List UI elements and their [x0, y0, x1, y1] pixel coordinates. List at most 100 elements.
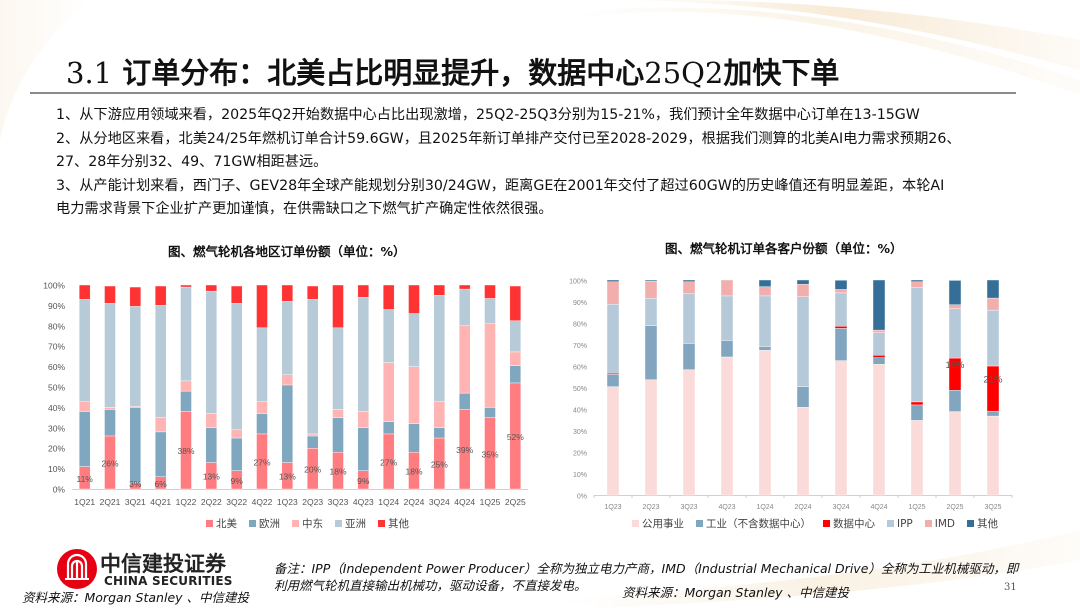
- y-tick-label: 30%: [48, 423, 65, 433]
- y-tick-label: 60%: [48, 362, 65, 372]
- x-tick-label: 1Q23: [277, 497, 298, 507]
- data-label: 6%: [155, 479, 168, 489]
- bar-segment: [509, 285, 522, 321]
- bar-stack: [104, 285, 116, 490]
- data-label: 11%: [76, 474, 93, 484]
- legend-label: 工业（不含数据中心）: [706, 518, 811, 530]
- x-tick-label: 2Q25: [946, 504, 963, 511]
- bar-segment: [606, 279, 620, 282]
- bar-segment: [986, 279, 1000, 299]
- legend-item: 其他: [967, 516, 998, 531]
- bar-segment: [682, 279, 696, 282]
- y-tick-label: 50%: [573, 386, 587, 393]
- bar-segment: [872, 329, 886, 333]
- footnote: 备注：IPP（Independent Power Producer）全称为独立电…: [274, 560, 1054, 594]
- bar-segment: [796, 386, 810, 408]
- y-tick-label: 100%: [569, 279, 587, 286]
- data-label: 18%: [329, 467, 346, 477]
- bar-stack: [78, 284, 91, 490]
- source-left: 资料来源：Morgan Stanley 、中信建投: [22, 590, 250, 605]
- bar-segment: [872, 364, 886, 496]
- bar-stack: [332, 284, 344, 490]
- bar-segment: [872, 279, 886, 331]
- y-tick-label: 0%: [577, 494, 587, 501]
- bar-stack: [720, 279, 734, 496]
- data-label: 13%: [203, 472, 220, 482]
- bar-segment: [986, 297, 1000, 311]
- legend-item: 欧洲: [249, 516, 280, 531]
- legend-item: 北美: [206, 516, 237, 531]
- bar-segment: [606, 386, 620, 496]
- bar-segment: [948, 308, 962, 359]
- bar-stack: [306, 285, 319, 490]
- x-tick-label: 1Q24: [756, 504, 773, 511]
- legend-label: 数据中心: [833, 518, 875, 530]
- bar-segment: [758, 350, 772, 496]
- data-label: 35%: [481, 449, 498, 459]
- legend-label: 公用事业: [642, 518, 684, 530]
- y-tick-label: 10%: [48, 464, 65, 474]
- data-label: 21%: [983, 375, 1003, 386]
- y-tick-label: 20%: [573, 451, 587, 458]
- logo-chinese-name: 中信建投证券: [100, 551, 226, 576]
- bar-stack: [230, 285, 243, 490]
- bar-stack: [180, 284, 192, 490]
- bar-segment: [910, 279, 924, 282]
- bullet-line: 2、从分地区来看，北美24/25年燃机订单合计59.6GW，且2025年新订单排…: [56, 130, 961, 147]
- bar-stack: [205, 284, 218, 490]
- legend-item: 数据中心: [823, 516, 875, 531]
- data-label: 9%: [357, 476, 370, 486]
- bar-stack: [256, 284, 268, 490]
- bar-stack: [154, 285, 167, 490]
- bar-segment: [834, 292, 848, 327]
- legend-label: 北美: [216, 518, 237, 530]
- bar-segment: [910, 401, 924, 406]
- legend-swatch: [696, 520, 703, 527]
- footnote-line: 备注：IPP（Independent Power Producer）全称为独立电…: [274, 561, 1019, 576]
- x-tick-label: 4Q23: [718, 504, 735, 511]
- x-tick-label: 4Q23: [353, 497, 374, 507]
- x-tick-label: 2Q23: [302, 497, 323, 507]
- x-tick-label: 4Q22: [252, 497, 273, 507]
- legend-swatch: [249, 520, 256, 527]
- bar-segment: [834, 280, 848, 290]
- bar-segment: [205, 284, 218, 292]
- bar-stack: [796, 279, 810, 496]
- bar-segment: [720, 279, 734, 297]
- legend-item: 亚洲: [335, 516, 366, 531]
- bar-segment: [180, 284, 192, 288]
- legend-item: 中东: [292, 516, 323, 531]
- customer-chart-title: 图、燃气轮机订单各客户份额（单位：%）: [665, 241, 903, 256]
- bar-segment: [986, 410, 1000, 417]
- x-tick-label: 3Q23: [680, 504, 697, 511]
- bar-segment: [644, 325, 658, 380]
- legend-label: 欧洲: [259, 518, 280, 530]
- y-tick-label: 30%: [573, 429, 587, 436]
- x-tick-label: 3Q21: [125, 497, 146, 507]
- data-label: 26%: [101, 458, 118, 468]
- bar-stack: [986, 279, 1000, 496]
- legend-swatch: [924, 520, 932, 527]
- x-tick-label: 3Q23: [328, 497, 349, 507]
- x-tick-label: 4Q24: [454, 497, 475, 507]
- bar-segment: [796, 279, 810, 285]
- data-label: 25%: [431, 460, 448, 470]
- bar-stack: [910, 279, 924, 496]
- bar-segment: [720, 295, 734, 341]
- y-tick-label: 60%: [573, 365, 587, 372]
- region-chart-title: 图、燃气轮机各地区订单份额（单位：%）: [168, 244, 406, 259]
- x-tick-label: 4Q21: [150, 497, 171, 507]
- bar-stack: [682, 279, 696, 496]
- bar-segment: [910, 404, 924, 421]
- y-tick-label: 90%: [573, 300, 587, 307]
- x-tick-label: 1Q25: [480, 497, 501, 507]
- bar-segment: [644, 280, 658, 299]
- footnote-line: 利用燃气轮机直接输出机械功，驱动设备，不直接发电。: [274, 578, 587, 593]
- bar-segment: [796, 284, 810, 297]
- legend-item: 公用事业: [632, 516, 684, 531]
- source-right: 资料来源：Morgan Stanley 、中信建投: [622, 585, 850, 600]
- legend-label: 其他: [388, 518, 409, 530]
- title-divider: [30, 92, 1016, 94]
- bar-stack: [433, 284, 446, 490]
- bar-segment: [910, 287, 924, 403]
